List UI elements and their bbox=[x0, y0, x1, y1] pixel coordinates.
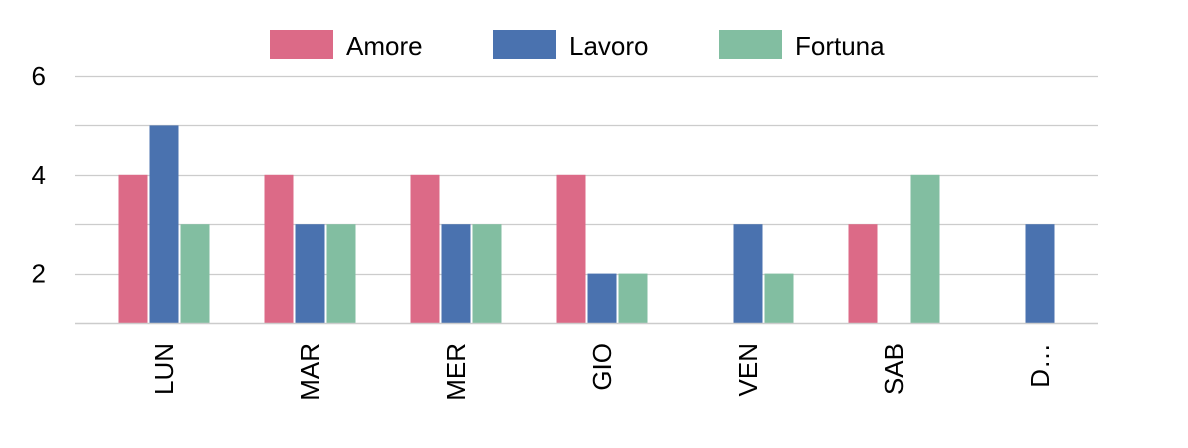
x-tick-label: MER bbox=[441, 343, 471, 401]
y-tick-label: 6 bbox=[32, 61, 46, 91]
bar bbox=[295, 224, 325, 323]
bar bbox=[618, 273, 648, 323]
bar bbox=[326, 224, 356, 323]
bar bbox=[733, 224, 763, 323]
legend-swatch bbox=[719, 30, 782, 59]
bar bbox=[910, 174, 940, 323]
legend-label: Amore bbox=[346, 31, 423, 61]
bars bbox=[118, 125, 1055, 324]
x-tick-label: LUN bbox=[149, 343, 179, 395]
x-axis-labels: LUN MAR MER GIO VEN SAB D… bbox=[149, 343, 1055, 401]
bar bbox=[410, 174, 440, 323]
x-tick-label: D… bbox=[1025, 343, 1055, 388]
bar bbox=[848, 224, 878, 323]
x-tick-label: MAR bbox=[295, 343, 325, 401]
bar bbox=[472, 224, 502, 323]
y-tick-label: 4 bbox=[32, 160, 46, 190]
bar bbox=[587, 273, 617, 323]
bar bbox=[441, 224, 471, 323]
legend-label: Lavoro bbox=[569, 31, 649, 61]
bar bbox=[764, 273, 794, 323]
legend-item: Fortuna bbox=[719, 30, 885, 61]
bar bbox=[556, 174, 586, 323]
legend-label: Fortuna bbox=[795, 31, 885, 61]
gridlines bbox=[75, 75, 1098, 276]
bar bbox=[149, 125, 179, 324]
legend: Amore Lavoro Fortuna bbox=[270, 30, 885, 61]
x-tick-label: SAB bbox=[879, 343, 909, 395]
legend-swatch bbox=[493, 30, 556, 59]
y-axis-ticks: 2 4 6 bbox=[32, 61, 46, 289]
legend-swatch bbox=[270, 30, 333, 59]
x-tick-label: GIO bbox=[587, 343, 617, 391]
bar bbox=[180, 224, 210, 323]
legend-item: Lavoro bbox=[493, 30, 649, 61]
bar bbox=[1025, 224, 1055, 323]
bar bbox=[264, 174, 294, 323]
x-tick-label: VEN bbox=[733, 343, 763, 396]
legend-item: Amore bbox=[270, 30, 423, 61]
bar bbox=[118, 174, 148, 323]
y-tick-label: 2 bbox=[32, 259, 46, 289]
